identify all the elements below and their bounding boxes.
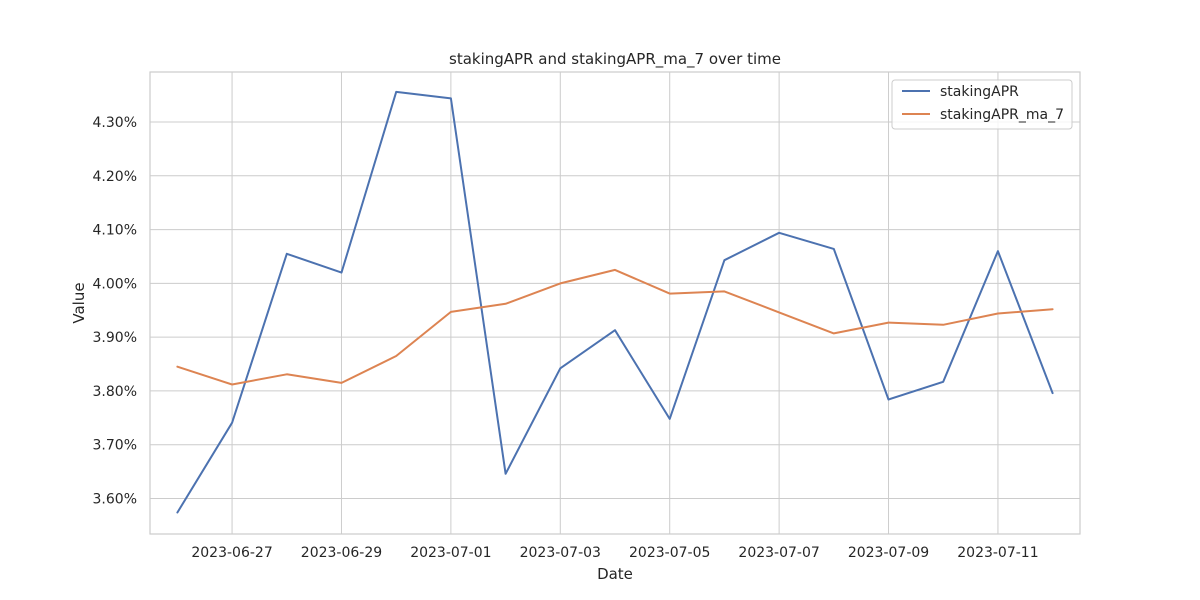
y-tick-label: 4.00% bbox=[93, 276, 137, 292]
x-tick-label: 2023-06-27 bbox=[191, 545, 272, 561]
y-tick-label: 3.90% bbox=[93, 330, 137, 346]
series-line-stakingapr bbox=[176, 90, 1054, 514]
y-tick-label: 4.10% bbox=[93, 223, 137, 239]
legend-box bbox=[891, 79, 1073, 130]
tick-label-layer: 2023-06-27 2023-06-29 2023-07-01 2023-07-03… bbox=[93, 115, 1039, 561]
x-tick-label: 2023-07-01 bbox=[410, 545, 491, 561]
x-tick-label: 2023-07-11 bbox=[957, 545, 1038, 561]
plot-area-frame bbox=[149, 71, 1081, 535]
x-tick-label: 2023-06-29 bbox=[301, 545, 382, 561]
series-layer bbox=[176, 90, 1054, 514]
x-tick-label: 2023-07-03 bbox=[520, 545, 601, 561]
legend-label-stakingapr: stakingAPR bbox=[940, 84, 1019, 100]
y-tick-label: 3.70% bbox=[93, 438, 137, 454]
grid-layer bbox=[150, 72, 1080, 534]
legend-label-stakingapr-ma-7: stakingAPR_ma_7 bbox=[940, 107, 1064, 123]
x-axis-label: Date bbox=[597, 565, 633, 583]
x-tick-label: 2023-07-07 bbox=[738, 545, 819, 561]
chart-title: stakingAPR and stakingAPR_ma_7 over time bbox=[449, 50, 781, 69]
legend: stakingAPR stakingAPR_ma_7 bbox=[891, 79, 1073, 130]
y-tick-label: 3.60% bbox=[93, 492, 137, 508]
y-tick-label: 4.30% bbox=[93, 115, 137, 131]
x-tick-label: 2023-07-05 bbox=[629, 545, 710, 561]
y-axis-label: Value bbox=[70, 282, 88, 323]
series-line-stakingapr-ma-7 bbox=[176, 268, 1054, 386]
y-tick-label: 3.80% bbox=[93, 384, 137, 400]
x-tick-label: 2023-07-09 bbox=[848, 545, 929, 561]
y-tick-label: 4.20% bbox=[93, 169, 137, 185]
